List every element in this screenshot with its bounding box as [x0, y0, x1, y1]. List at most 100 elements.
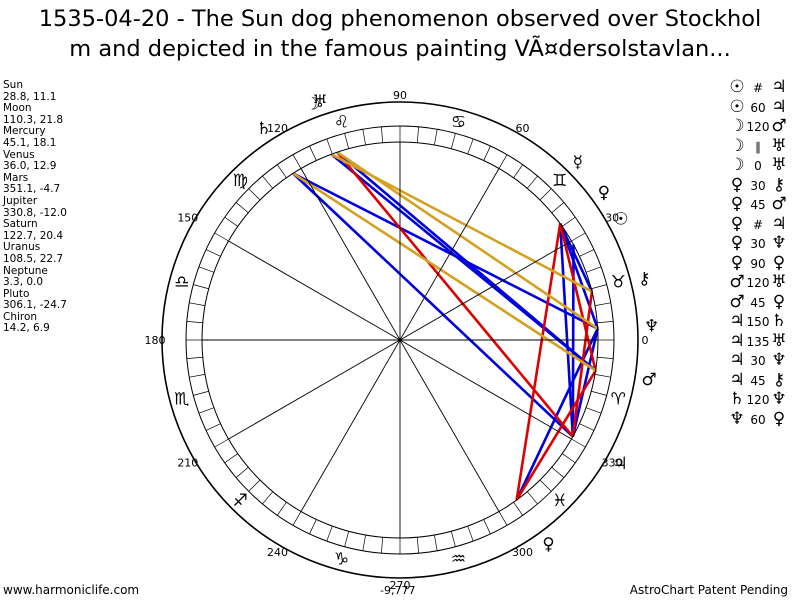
sign-glyph: ♒	[451, 549, 466, 569]
degree-tick	[498, 154, 508, 169]
cusp-label: 120	[267, 122, 288, 135]
aspect-planet-1: ♂	[729, 291, 745, 312]
aspect-row: ♀ 30 ⚷	[728, 174, 798, 196]
aspect-planet-1: ☽	[729, 135, 745, 156]
degree-tick	[205, 423, 221, 431]
aspect-planet-1: ♂	[729, 272, 745, 292]
degree-tick	[344, 133, 350, 149]
aspect-line	[558, 223, 599, 330]
cusp-label: 0	[642, 334, 649, 347]
aspect-planet-1: ♄	[729, 389, 745, 409]
degree-tick	[248, 479, 261, 492]
aspect-planet-1: ☽	[729, 155, 745, 175]
aspect-planet-2: ♂	[771, 116, 787, 136]
degree-tick	[198, 407, 215, 414]
aspect-value: 135	[746, 334, 770, 349]
aspect-value: 120	[746, 393, 770, 407]
degree-tick	[551, 467, 565, 478]
planet-glyph: ♂	[641, 370, 656, 390]
aspect-row: ♀ 90 ♀	[728, 252, 798, 274]
cusp-label: 30	[605, 212, 619, 225]
degree-tick	[416, 537, 420, 554]
cusp-label: 90	[393, 89, 407, 102]
planet-glyph: ♅	[312, 92, 327, 112]
position-name: Jupiter	[3, 194, 38, 207]
aspect-planet-2: ♂	[771, 194, 787, 214]
degree-tick	[467, 525, 474, 542]
position-coords: 28.8, 11.1	[3, 90, 57, 103]
aspect-planet-2: ♃	[771, 96, 787, 117]
cusp-label: 180	[145, 334, 166, 347]
degree-tick	[498, 511, 508, 526]
position-name: Mars	[3, 171, 29, 184]
aspect-row: ♀ 45 ♂	[728, 194, 798, 215]
degree-tick	[551, 202, 565, 213]
degree-tick	[276, 164, 287, 179]
aspect-row: ♄ 120 ♆	[728, 389, 798, 410]
aspect-planet-1: ♀	[730, 252, 744, 273]
aspect-planet-1: ♃	[729, 311, 745, 331]
aspect-row: ♂ 45 ♀	[728, 291, 798, 313]
aspect-line	[515, 369, 597, 501]
degree-tick	[579, 249, 595, 257]
degree-tick	[585, 266, 602, 273]
position-name: Neptune	[3, 264, 48, 277]
aspect-row: ♂ 120 ♅	[728, 272, 798, 293]
aspect-planet-1: ♃	[729, 369, 745, 390]
site-link[interactable]: www.harmoniclife.com	[3, 583, 140, 597]
planet-glyph: ☉	[613, 210, 628, 230]
aspect-row: ♃ 135 ♅	[728, 330, 798, 352]
aspect-planet-1: ☉	[729, 77, 745, 97]
sign-glyph: ♌	[334, 113, 349, 133]
degree-tick	[380, 537, 384, 554]
position-name: Pluto	[3, 287, 30, 300]
aspect-planet-2: ♀	[772, 291, 786, 312]
degree-tick	[224, 453, 239, 464]
position-coords: 45.1, 18.1	[3, 136, 57, 149]
aspect-planet-2: ♅	[771, 330, 787, 351]
position-name: Venus	[3, 148, 35, 161]
aspect-planet-2: ⚷	[772, 369, 786, 390]
aspect-value: 45	[750, 295, 766, 310]
aspect-planet-2: ♅	[771, 272, 787, 292]
house-spoke	[228, 240, 572, 440]
aspect-value: 150	[746, 315, 770, 329]
aspect-planet-2: ♀	[772, 408, 786, 429]
aspect-planet-1: ♀	[730, 174, 744, 195]
degree-tick	[561, 453, 576, 464]
aspect-value: 30	[750, 354, 766, 368]
aspect-planet-1: ♀	[730, 233, 744, 253]
degree-tick	[262, 175, 273, 189]
planet-glyph: ☽	[305, 95, 320, 115]
aspect-planet-2: ♀	[772, 252, 786, 273]
bottom-readout: -9,777	[380, 584, 415, 597]
degree-tick	[513, 164, 524, 179]
position-coords: 306.1, -24.7	[3, 299, 67, 312]
aspect-planet-2: ♃	[771, 77, 787, 97]
degree-tick	[186, 320, 203, 324]
degree-ticks	[186, 126, 614, 554]
degree-tick	[326, 138, 333, 155]
aspect-line	[571, 291, 594, 437]
degree-tick	[434, 534, 438, 551]
sign-glyph: ♓	[552, 491, 567, 511]
degree-tick	[527, 491, 538, 505]
aspect-planet-1: ♃	[729, 330, 745, 351]
aspect-value: 90	[750, 256, 766, 271]
aspect-line	[336, 151, 574, 438]
degree-tick	[594, 374, 611, 378]
degree-tick	[591, 390, 607, 396]
degree-tick	[527, 175, 538, 189]
degree-tick	[205, 249, 221, 257]
degree-tick	[262, 491, 273, 505]
cusp-label: 330	[602, 457, 623, 470]
aspect-value: 120	[746, 120, 770, 134]
degree-tick	[309, 145, 317, 161]
degree-tick	[198, 266, 215, 273]
aspect-row: ♃ 150 ♄	[728, 311, 798, 332]
cusp-label: 60	[516, 122, 530, 135]
position-coords: 330.8, -12.0	[3, 206, 67, 219]
degree-tick	[292, 511, 302, 526]
aspect-line	[571, 328, 599, 437]
